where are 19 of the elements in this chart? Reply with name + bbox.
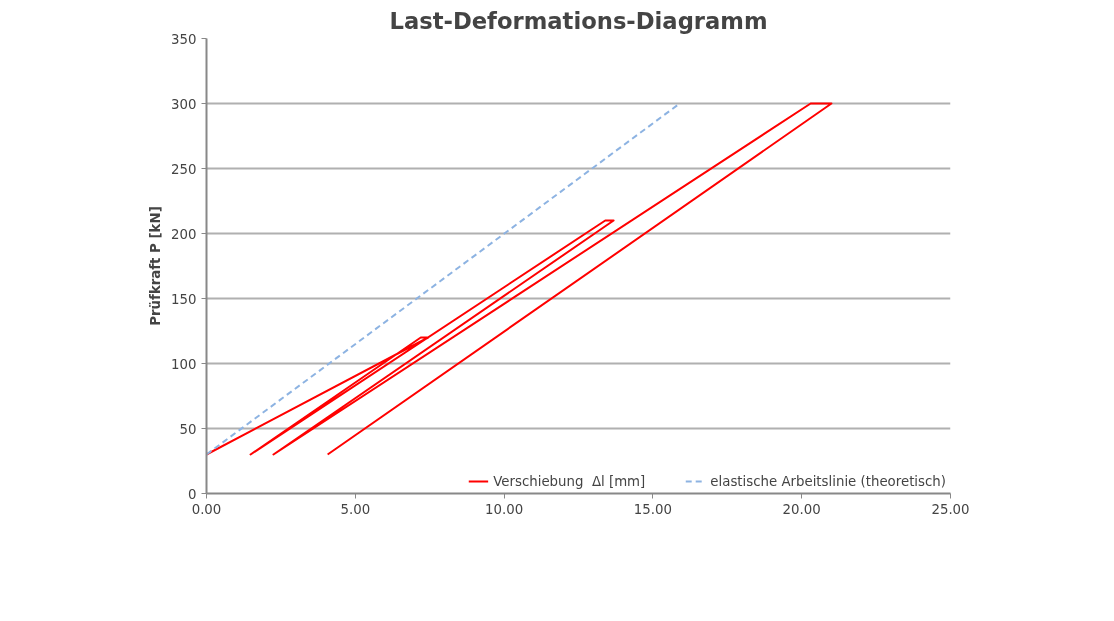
y-tick-label: 0 <box>188 486 197 502</box>
y-tick-label: 150 <box>171 291 197 307</box>
x-tick-label: 15.00 <box>633 501 672 517</box>
y-axis-title: Prüfkraft P [kN] <box>148 206 164 326</box>
line-series <box>206 102 833 456</box>
y-tick-label: 300 <box>171 96 197 112</box>
x-tick-label: 0.00 <box>191 501 222 517</box>
y-tick-label: 250 <box>171 161 197 177</box>
x-tick-label: 10.00 <box>485 501 524 517</box>
legend-label: Verschiebung Δl [mm] <box>493 473 646 489</box>
y-tick-label: 50 <box>179 421 197 437</box>
y-tick-label: 100 <box>171 356 197 372</box>
x-tick-label: 20.00 <box>782 501 821 517</box>
chart-title: Last-Deformations-Diagramm <box>389 7 768 34</box>
y-tick-label: 200 <box>171 226 197 242</box>
x-tick-label: 25.00 <box>931 501 970 517</box>
x-tick-label: 5.00 <box>340 501 371 517</box>
y-tick-label: 350 <box>171 31 197 47</box>
legend-label: elastische Arbeitslinie (theoretisch) <box>710 473 946 489</box>
